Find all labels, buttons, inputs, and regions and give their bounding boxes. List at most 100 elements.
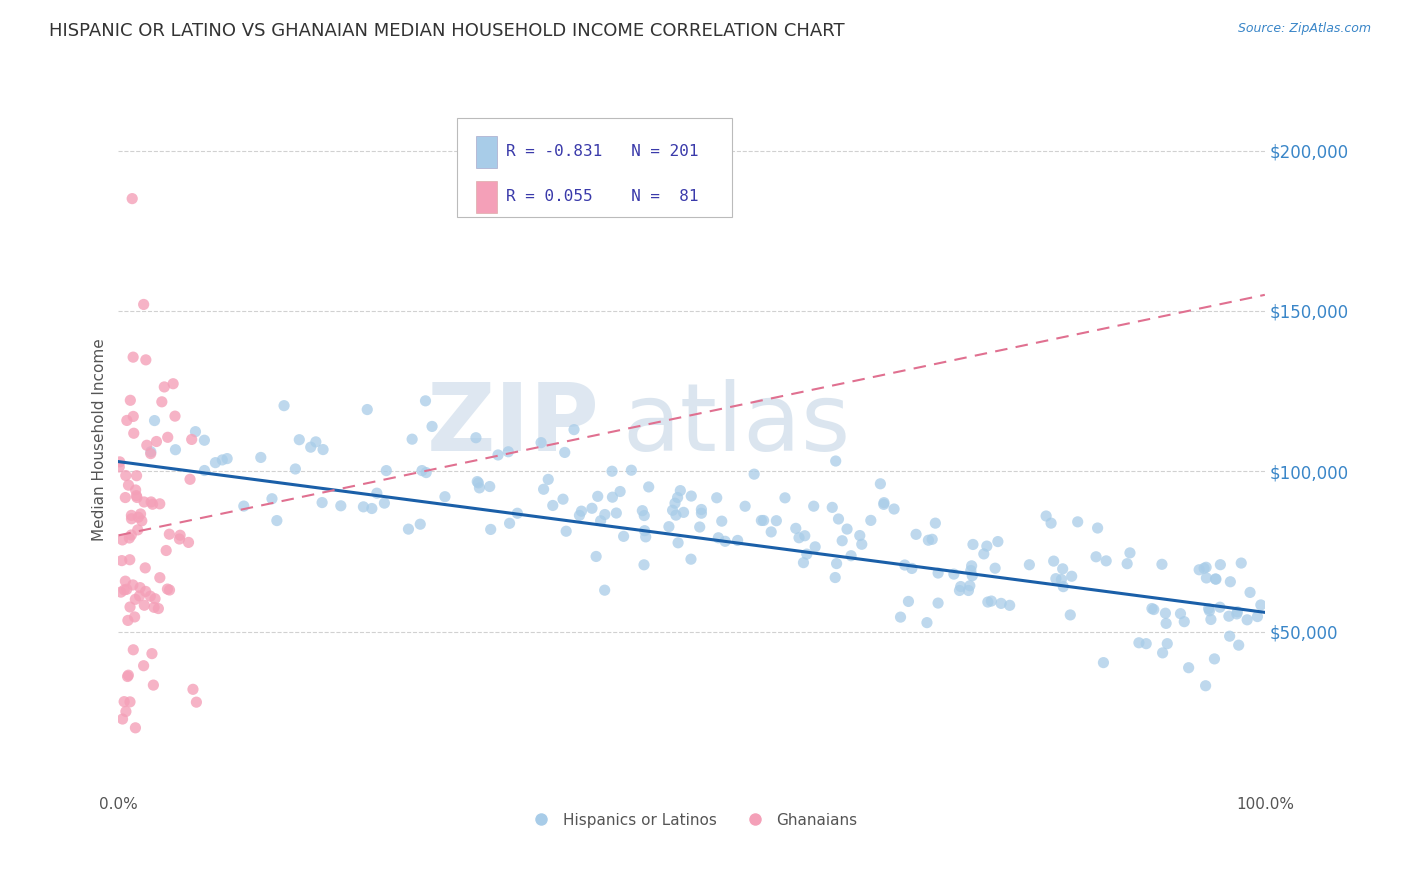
- Point: [1209, 558, 1232, 572]
- Point: [839, 549, 862, 563]
- Point: [679, 552, 702, 566]
- Point: [901, 561, 924, 575]
- Point: [433, 490, 456, 504]
- Point: [288, 433, 311, 447]
- Point: [827, 512, 849, 526]
- Point: [299, 440, 322, 454]
- Point: [112, 695, 135, 709]
- Point: [111, 533, 134, 547]
- Point: [1204, 572, 1226, 586]
- Point: [1195, 560, 1218, 574]
- Bar: [477, 181, 496, 212]
- Point: [942, 567, 965, 582]
- Point: [305, 434, 328, 449]
- Point: [121, 192, 143, 206]
- Point: [139, 445, 162, 459]
- Point: [108, 459, 131, 474]
- Point: [111, 712, 134, 726]
- Point: [132, 297, 155, 311]
- Point: [541, 499, 564, 513]
- Point: [915, 615, 938, 630]
- Point: [661, 503, 683, 517]
- Point: [117, 669, 139, 683]
- Point: [486, 448, 509, 462]
- Point: [530, 435, 553, 450]
- Point: [1188, 563, 1211, 577]
- Point: [135, 438, 157, 452]
- Point: [973, 547, 995, 561]
- Point: [128, 589, 150, 603]
- Text: atlas: atlas: [623, 379, 851, 471]
- Point: [1156, 637, 1178, 651]
- Point: [593, 583, 616, 598]
- Point: [115, 705, 138, 719]
- Point: [155, 543, 177, 558]
- Point: [1219, 629, 1241, 643]
- Point: [1018, 558, 1040, 572]
- Point: [1209, 600, 1232, 615]
- Point: [787, 531, 810, 545]
- Point: [585, 549, 607, 564]
- Point: [1194, 679, 1216, 693]
- Point: [120, 393, 142, 408]
- Point: [163, 409, 186, 424]
- Point: [1154, 616, 1177, 631]
- Point: [1230, 556, 1253, 570]
- Point: [761, 524, 783, 539]
- Point: [927, 566, 949, 580]
- Point: [120, 508, 142, 523]
- Point: [156, 430, 179, 444]
- Point: [165, 442, 187, 457]
- Y-axis label: Median Household Income: Median Household Income: [93, 338, 107, 541]
- Point: [873, 496, 896, 510]
- Point: [1128, 636, 1150, 650]
- Point: [479, 523, 502, 537]
- Legend: Hispanics or Latinos, Ghanaians: Hispanics or Latinos, Ghanaians: [520, 806, 863, 834]
- Point: [917, 533, 939, 548]
- Point: [149, 571, 172, 585]
- Point: [1143, 602, 1166, 616]
- Point: [284, 462, 307, 476]
- Point: [131, 514, 153, 528]
- Point: [957, 583, 980, 598]
- Point: [752, 513, 775, 527]
- Point: [633, 508, 655, 523]
- Point: [142, 497, 165, 511]
- Point: [1250, 598, 1272, 612]
- Point: [149, 497, 172, 511]
- Point: [1087, 521, 1109, 535]
- Point: [375, 464, 398, 478]
- Point: [1135, 637, 1157, 651]
- Point: [115, 582, 138, 597]
- Point: [537, 472, 560, 486]
- Point: [186, 695, 208, 709]
- Point: [589, 514, 612, 528]
- Point: [122, 642, 145, 657]
- Point: [924, 516, 946, 530]
- Point: [125, 468, 148, 483]
- Point: [260, 491, 283, 506]
- Point: [135, 584, 157, 599]
- Point: [803, 499, 825, 513]
- Point: [727, 533, 749, 548]
- Point: [1192, 561, 1215, 575]
- Point: [1170, 607, 1192, 621]
- Point: [117, 614, 139, 628]
- Point: [905, 527, 928, 541]
- Point: [921, 533, 943, 547]
- Point: [312, 442, 335, 457]
- Point: [169, 528, 191, 542]
- Point: [1226, 607, 1249, 621]
- Point: [714, 534, 737, 549]
- Point: [139, 447, 162, 461]
- Point: [1095, 554, 1118, 568]
- Point: [835, 522, 858, 536]
- Point: [464, 431, 486, 445]
- Point: [1198, 601, 1220, 615]
- Text: R = -0.831   N = 201: R = -0.831 N = 201: [506, 145, 699, 160]
- Point: [181, 682, 204, 697]
- Point: [1226, 605, 1249, 619]
- Point: [568, 508, 591, 523]
- Point: [792, 556, 814, 570]
- Point: [142, 678, 165, 692]
